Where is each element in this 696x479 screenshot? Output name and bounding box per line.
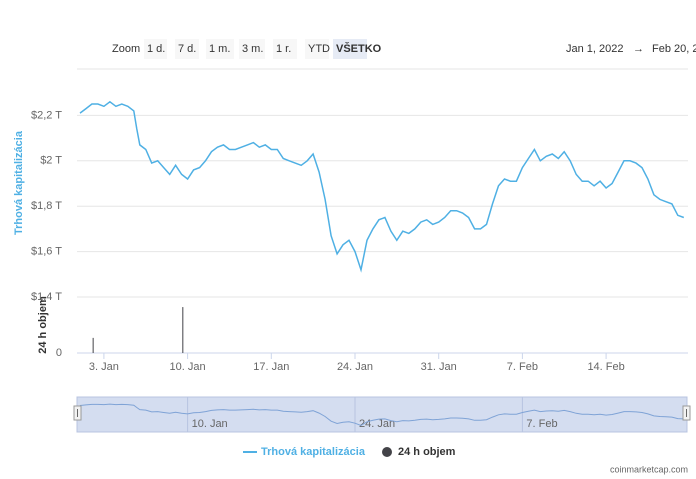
zoom-button[interactable]: [305, 39, 329, 59]
zoom-button[interactable]: [206, 39, 234, 59]
x-tick-label: 7. Feb: [507, 361, 538, 373]
zoom-button[interactable]: [144, 39, 167, 59]
zoom-button-label[interactable]: 1 r.: [276, 43, 291, 55]
zoom-button-label[interactable]: 3 m.: [242, 43, 263, 55]
legend-label[interactable]: Trhová kapitalizácia: [261, 446, 366, 458]
y-tick-label: $2 T: [40, 155, 62, 167]
y-tick-label: $2,2 T: [31, 109, 62, 121]
y2-tick-label: 0: [56, 347, 62, 359]
y-tick-label: $1,8 T: [31, 200, 62, 212]
zoom-button-label[interactable]: 7 d.: [178, 43, 196, 55]
y2-axis-title: 24 h objem: [37, 296, 49, 354]
volume-bar: [182, 307, 184, 353]
x-tick-label: 17. Jan: [253, 361, 289, 373]
navigator-tick-label: 10. Jan: [192, 418, 228, 430]
legend-label[interactable]: 24 h objem: [398, 446, 456, 458]
zoom-button-label[interactable]: 1 d.: [147, 43, 165, 55]
zoom-button[interactable]: [333, 39, 367, 59]
zoom-button-label[interactable]: YTD: [308, 43, 330, 55]
volume-bar: [92, 337, 94, 353]
zoom-button-label[interactable]: 1 m.: [209, 43, 230, 55]
credit: coinmarketcap.com: [610, 464, 688, 474]
zoom-button[interactable]: [175, 39, 199, 59]
x-tick-label: 24. Jan: [337, 361, 373, 373]
zoom-label: Zoom: [112, 43, 140, 55]
zoom-button[interactable]: [239, 39, 265, 59]
y-tick-label: $1,4 T: [31, 291, 62, 303]
x-tick-label: 31. Jan: [421, 361, 457, 373]
zoom-button-label[interactable]: VŠETKO: [336, 42, 382, 55]
line: [79, 100, 685, 273]
y-axis-title: Trhová kapitalizácia: [13, 130, 25, 235]
date-arrow: →: [633, 43, 644, 55]
date-to: Feb 20, 2: [652, 43, 696, 55]
date-from: Jan 1, 2022: [566, 43, 624, 55]
x-tick-label: 10. Jan: [170, 361, 206, 373]
zoom-button[interactable]: [273, 39, 297, 59]
legend-symbol[interactable]: [382, 447, 392, 457]
x-tick-label: 3. Jan: [89, 361, 119, 373]
navigator-tick-label: 7. Feb: [526, 418, 557, 430]
navigator-tick-label: 24. Jan: [359, 418, 395, 430]
y-tick-label: $1,6 T: [31, 246, 62, 258]
navigator-line: [79, 403, 684, 427]
x-tick-label: 14. Feb: [587, 361, 624, 373]
